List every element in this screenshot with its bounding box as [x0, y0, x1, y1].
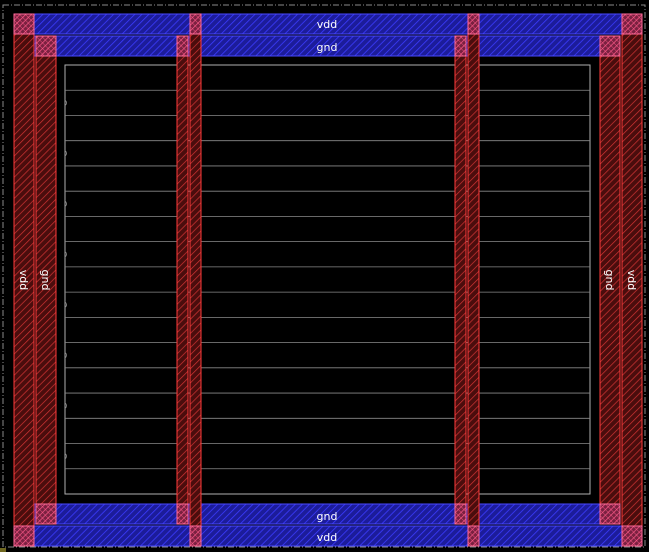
via	[454, 503, 467, 525]
core-rows	[64, 89, 590, 470]
via	[176, 35, 189, 57]
row-orientation-mark	[64, 351, 67, 359]
via	[176, 503, 189, 525]
core-area	[64, 64, 591, 495]
label-bottom-gnd: gnd	[317, 510, 338, 523]
via	[189, 13, 202, 35]
via	[189, 525, 202, 547]
via	[621, 13, 643, 35]
label-right-gnd: gnd	[603, 270, 616, 291]
via	[467, 525, 480, 547]
via	[621, 525, 643, 547]
stripe-1-gnd	[176, 35, 189, 525]
row-orientation-mark	[64, 452, 67, 460]
label-bottom-vdd: vdd	[317, 531, 337, 544]
label-left-vdd: vdd	[17, 270, 30, 290]
via	[599, 503, 621, 525]
core-outline	[64, 64, 591, 495]
stripe-1-vdd	[189, 13, 202, 547]
origin-marker-icon	[0, 548, 6, 552]
row-orientation-mark	[64, 250, 67, 258]
via	[13, 525, 35, 547]
stripe-2-gnd	[454, 35, 467, 525]
row-orientation-mark	[64, 301, 67, 309]
die-boundary	[2, 4, 646, 548]
net-labels: vdd gnd gnd vdd vdd gnd gnd vdd	[17, 18, 638, 544]
via	[599, 35, 621, 57]
vertical-rings	[13, 13, 643, 547]
label-right-vdd: vdd	[625, 270, 638, 290]
via	[454, 35, 467, 57]
via	[35, 503, 57, 525]
row-orientation-mark	[64, 150, 67, 157]
stripe-2-vdd	[467, 13, 480, 547]
via	[467, 13, 480, 35]
via	[35, 35, 57, 57]
label-left-gnd: gnd	[39, 270, 52, 291]
label-top-vdd: vdd	[317, 18, 337, 31]
vias	[13, 13, 643, 547]
label-top-gnd: gnd	[317, 41, 338, 54]
row-orientation-mark	[64, 200, 67, 208]
row-orientation-mark	[64, 99, 67, 107]
via	[13, 13, 35, 35]
row-orientation-mark	[64, 402, 67, 409]
